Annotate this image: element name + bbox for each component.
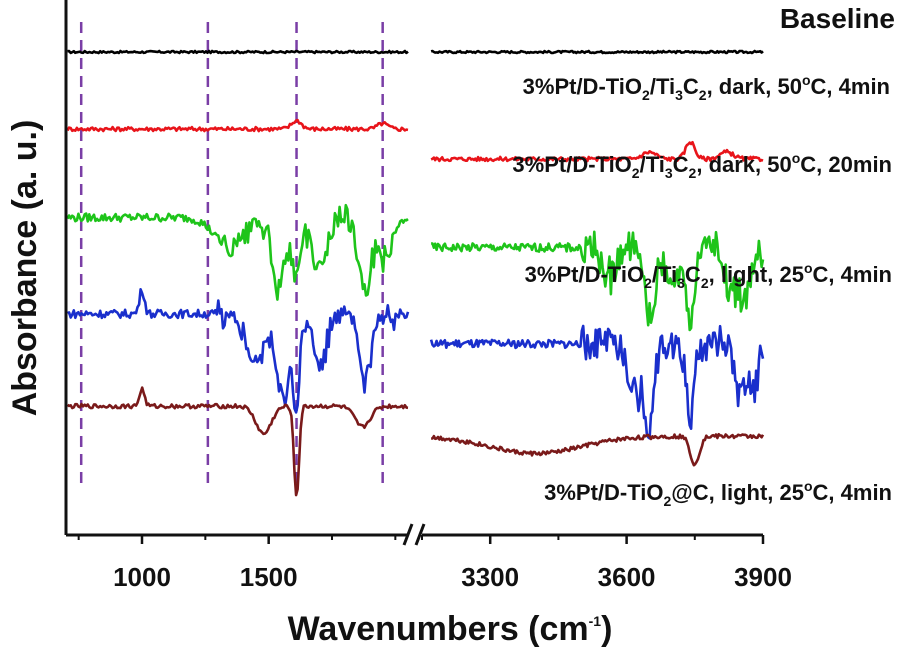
series-group <box>66 49 765 497</box>
series-labels: Baseline 3%Pt/D-TiO2/Ti3C2, dark, 50oC, 4… <box>512 3 895 509</box>
x-tick-label: 3300 <box>461 562 519 592</box>
series-line-right <box>430 49 764 55</box>
series-label: Baseline <box>780 3 895 34</box>
series-label: 3%Pt/D-TiO2@C, light, 25oC, 4min <box>544 478 892 509</box>
series-line-right <box>430 140 764 163</box>
series-line-left <box>66 203 409 301</box>
series-label: 3%Pt/D-TiO2/Ti3C2, dark, 50oC, 20min <box>512 150 892 181</box>
series-line-right <box>429 324 765 440</box>
x-tick-label: 3900 <box>734 562 792 592</box>
series-line-right <box>431 432 765 467</box>
axis-break-mark-1 <box>402 523 414 546</box>
axes <box>64 0 763 546</box>
axis-break-mark-2 <box>414 523 426 546</box>
series-label: 3%Pt/D-TiO2/Ti3C2, light, 25oC, 4min <box>525 260 892 291</box>
series-line-left <box>67 49 409 55</box>
series-line-right <box>431 230 765 332</box>
x-axis-label: Wavenumbers (cm-1) <box>288 610 613 648</box>
x-tick-label: 1500 <box>240 562 298 592</box>
x-tick-label: 1000 <box>113 562 171 592</box>
series-line-left <box>67 288 410 414</box>
x-tick-labels: 1000 1500 3300 3600 3900 <box>113 562 792 592</box>
series-line-left <box>66 386 409 497</box>
series-line-left <box>66 118 409 133</box>
x-tick-label: 3600 <box>598 562 656 592</box>
y-axis-label: Absorbance (a. u.) <box>6 120 44 417</box>
series-label: 3%Pt/D-TiO2/Ti3C2, dark, 50oC, 4min <box>523 72 890 103</box>
x-ticks <box>77 535 765 544</box>
